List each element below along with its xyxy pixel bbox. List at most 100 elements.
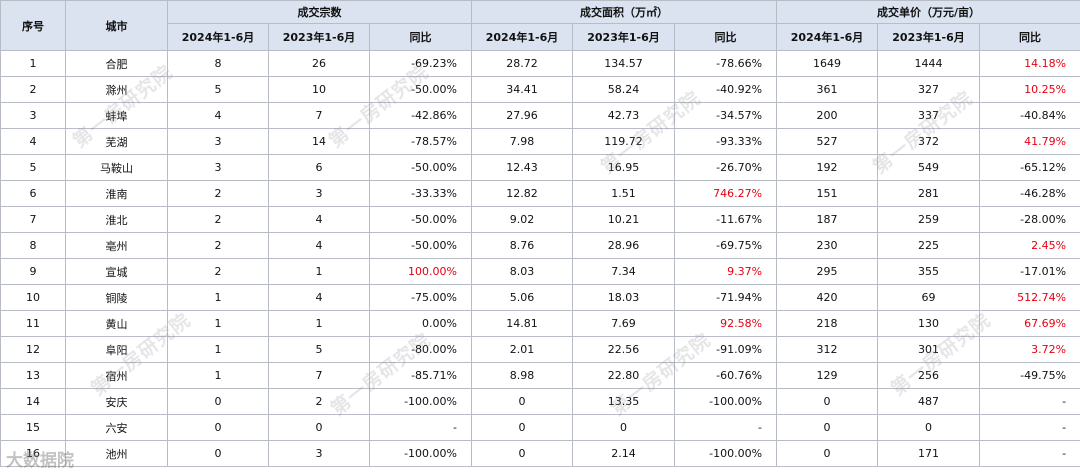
- table-cell: 14: [268, 128, 370, 155]
- table-cell: 2.01: [471, 336, 573, 363]
- table-cell: 4: [268, 232, 370, 259]
- table-cell: -50.00%: [369, 76, 472, 103]
- table-cell: 8: [167, 50, 269, 77]
- table-cell: 1.51: [572, 180, 675, 207]
- table-cell: 549: [877, 154, 981, 181]
- table-cell: -93.33%: [673, 128, 778, 155]
- table-cell: 1: [167, 310, 269, 337]
- table-cell: -65.12%: [979, 154, 1080, 181]
- table-cell: -100.00%: [369, 388, 472, 415]
- row-seq: 3: [0, 102, 66, 129]
- header-sub: 同比: [369, 23, 472, 51]
- table-row: 3 蚌埠 4 7 -42.86% 27.96 42.73 -34.57% 200 337 -40.8…: [0, 102, 1080, 129]
- table-row: 2 滁州 5 10 -50.00% 34.41 58.24 -40.92% 361 327 10.2…: [0, 76, 1080, 103]
- table-cell: -50.00%: [369, 206, 472, 233]
- table-cell: 512.74%: [979, 284, 1080, 311]
- table-cell: 192: [776, 154, 879, 181]
- table-cell: -100.00%: [369, 440, 472, 467]
- table-cell: 3: [268, 180, 370, 207]
- table-cell: 0: [167, 414, 269, 441]
- header-sub: 2023年1-6月: [268, 23, 370, 51]
- header-sub: 2023年1-6月: [877, 23, 981, 51]
- table-cell: 337: [877, 102, 981, 129]
- row-seq: 2: [0, 76, 66, 103]
- row-city: 合肥: [65, 50, 168, 77]
- row-city: 淮南: [65, 180, 168, 207]
- table-cell: 3.72%: [979, 336, 1080, 363]
- table-cell: 1: [167, 362, 269, 389]
- table-cell: 13.35: [572, 388, 675, 415]
- table-cell: 18.03: [572, 284, 675, 311]
- row-seq: 13: [0, 362, 66, 389]
- table-cell: 259: [877, 206, 981, 233]
- table-cell: 1649: [776, 50, 879, 77]
- header-city: 城市: [65, 0, 168, 51]
- table-cell: 7: [268, 362, 370, 389]
- table-cell: 1: [268, 258, 370, 285]
- table-cell: 3: [167, 128, 269, 155]
- table-cell: 0.00%: [369, 310, 472, 337]
- table-cell: -28.00%: [979, 206, 1080, 233]
- table-cell: 69: [877, 284, 981, 311]
- table-cell: 6: [268, 154, 370, 181]
- table-cell: 3: [268, 440, 370, 467]
- table-cell: 0: [776, 440, 879, 467]
- table-cell: 2.14: [572, 440, 675, 467]
- table-cell: 187: [776, 206, 879, 233]
- table-row: 11 黄山 1 1 0.00% 14.81 7.69 92.58% 218 130 67.69%: [0, 310, 1080, 337]
- table-cell: 7.69: [572, 310, 675, 337]
- table-cell: 2: [167, 206, 269, 233]
- header-group-area: 成交面积（万㎡）: [470, 0, 778, 24]
- table-cell: 8.98: [471, 362, 573, 389]
- table-cell: -: [979, 388, 1080, 415]
- table-cell: 420: [776, 284, 879, 311]
- table-cell: 34.41: [471, 76, 573, 103]
- table-cell: -100.00%: [673, 440, 778, 467]
- table-cell: 92.58%: [673, 310, 778, 337]
- table-cell: 12.82: [471, 180, 573, 207]
- table-cell: 2: [167, 258, 269, 285]
- table-cell: -50.00%: [369, 154, 472, 181]
- table-cell: 0: [572, 414, 675, 441]
- table-cell: -49.75%: [979, 362, 1080, 389]
- table-cell: 7.98: [471, 128, 573, 155]
- table-cell: -42.86%: [369, 102, 472, 129]
- table-row: 4 芜湖 3 14 -78.57% 7.98 119.72 -93.33% 527 372 41.7…: [0, 128, 1080, 155]
- header-group-price: 成交单价（万元/亩）: [776, 0, 1080, 24]
- table-cell: -78.57%: [369, 128, 472, 155]
- row-city: 芜湖: [65, 128, 168, 155]
- table-row: 5 马鞍山 3 6 -50.00% 12.43 16.95 -26.70% 192 549 -65.…: [0, 154, 1080, 181]
- table-cell: -91.09%: [673, 336, 778, 363]
- row-city: 六安: [65, 414, 168, 441]
- table-cell: 3: [167, 154, 269, 181]
- table-cell: 225: [877, 232, 981, 259]
- table-cell: 2: [268, 388, 370, 415]
- table-cell: 1: [268, 310, 370, 337]
- table-cell: 0: [268, 414, 370, 441]
- table-cell: 218: [776, 310, 879, 337]
- table-cell: -40.84%: [979, 102, 1080, 129]
- row-city: 滁州: [65, 76, 168, 103]
- row-seq: 1: [0, 50, 66, 77]
- table-cell: 16.95: [572, 154, 675, 181]
- header-seq: 序号: [0, 0, 66, 51]
- table-cell: 355: [877, 258, 981, 285]
- table-cell: 10: [268, 76, 370, 103]
- table-cell: 12.43: [471, 154, 573, 181]
- table-cell: 372: [877, 128, 981, 155]
- table-cell: 0: [167, 388, 269, 415]
- table-cell: -: [673, 414, 778, 441]
- header-sub: 2024年1-6月: [776, 23, 879, 51]
- header-sub: 2024年1-6月: [167, 23, 269, 51]
- table-cell: 119.72: [572, 128, 675, 155]
- row-seq: 8: [0, 232, 66, 259]
- header-sub: 同比: [979, 23, 1080, 51]
- row-city: 宣城: [65, 258, 168, 285]
- table-cell: 4: [268, 206, 370, 233]
- table-cell: 1: [167, 336, 269, 363]
- table-cell: 14.81: [471, 310, 573, 337]
- table-cell: 1: [167, 284, 269, 311]
- table-cell: -: [979, 440, 1080, 467]
- table-body: 1 合肥 8 26 -69.23% 28.72 134.57 -78.66% 1649 1444 1…: [0, 50, 1080, 467]
- row-city: 铜陵: [65, 284, 168, 311]
